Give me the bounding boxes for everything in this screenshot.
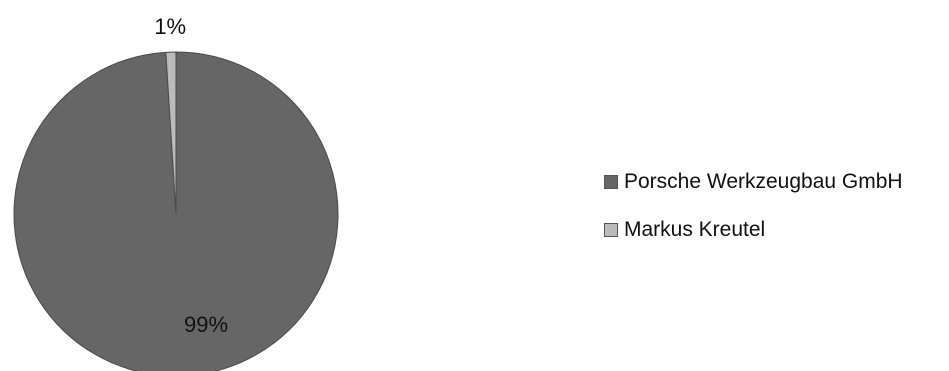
legend-swatch-porsche bbox=[604, 175, 618, 189]
data-label-1: 1% bbox=[154, 14, 186, 39]
legend-item-porsche: Porsche Werkzeugbau GmbH bbox=[604, 168, 903, 196]
legend-item-markus: Markus Kreutel bbox=[604, 216, 903, 244]
legend: Porsche Werkzeugbau GmbH Markus Kreutel bbox=[604, 168, 903, 264]
legend-label-markus: Markus Kreutel bbox=[624, 218, 766, 241]
legend-label-porsche: Porsche Werkzeugbau GmbH bbox=[624, 170, 903, 193]
pie-slice-1 bbox=[165, 51, 177, 215]
data-label-0: 99% bbox=[184, 312, 228, 337]
legend-swatch-markus bbox=[604, 223, 618, 237]
